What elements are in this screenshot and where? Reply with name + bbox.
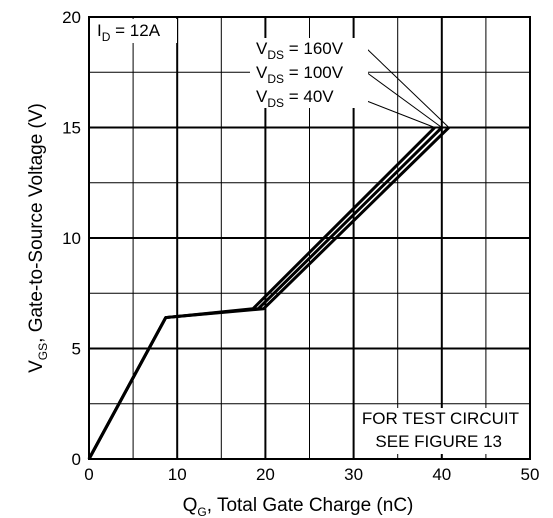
- y-tick-label: 20: [62, 8, 81, 27]
- x-tick-label: 10: [168, 465, 187, 484]
- test-circuit-note-line-1: FOR TEST CIRCUIT: [362, 409, 519, 428]
- vds-label-background: [250, 38, 368, 108]
- y-axis-label: VGS, Gate-to-Source Voltage (V): [26, 103, 50, 373]
- x-axis-label: QG, Total Gate Charge (nC): [183, 495, 414, 518]
- id-label: ID = 12A: [97, 21, 161, 44]
- y-tick-label: 5: [72, 340, 81, 359]
- test-circuit-note-background: [362, 408, 526, 454]
- vds-160-label: VDS = 160V: [256, 39, 344, 62]
- test-circuit-note-line-2: SEE FIGURE 13: [375, 432, 502, 451]
- x-tick-label: 50: [521, 465, 540, 484]
- vds-leader-lines: [353, 47, 450, 128]
- vds-leader-line: [365, 47, 450, 128]
- vds-leader-line: [365, 71, 443, 128]
- x-tick-label: 20: [256, 465, 275, 484]
- vds-100-label: VDS = 100V: [256, 63, 344, 86]
- y-tick-label: 15: [62, 119, 81, 138]
- x-tick-label: 0: [84, 465, 93, 484]
- id-label-background: [91, 19, 177, 43]
- series-lines: [87, 126, 450, 460]
- y-tick-label: 10: [62, 229, 81, 248]
- plot-frame: [88, 16, 531, 460]
- vds-40-label: VDS = 40V: [256, 87, 334, 110]
- series-line-3: [87, 126, 450, 460]
- x-tick-labels: 0 10 20 30 40 50: [84, 465, 539, 484]
- y-tick-label: 0: [72, 450, 81, 469]
- x-tick-label: 30: [344, 465, 363, 484]
- y-tick-labels: 0 5 10 15 20: [62, 8, 81, 469]
- x-tick-label: 40: [432, 465, 451, 484]
